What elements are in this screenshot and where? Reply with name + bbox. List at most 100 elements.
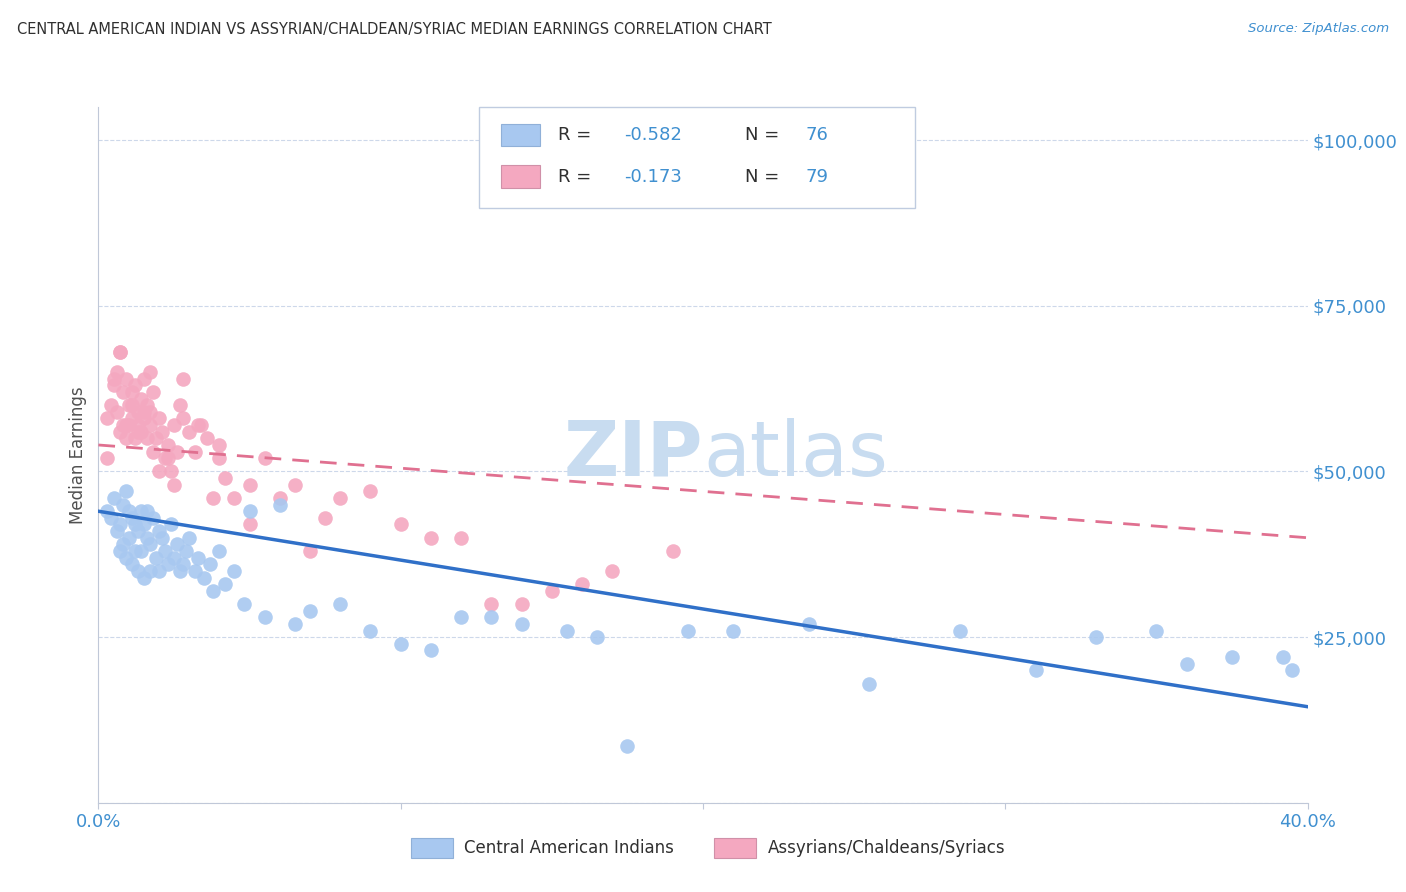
Point [96, 411, 118, 425]
Point [419, 531, 441, 545]
Point [148, 524, 170, 538]
Point [160, 517, 183, 532]
Point [187, 418, 209, 433]
Point [510, 597, 533, 611]
Point [284, 477, 307, 491]
Point [127, 564, 149, 578]
Point [184, 564, 207, 578]
Point [148, 411, 170, 425]
Point [139, 564, 162, 578]
Point [389, 637, 412, 651]
Point [1144, 624, 1167, 638]
Point [661, 544, 683, 558]
Point [100, 511, 122, 525]
Point [208, 451, 231, 466]
Point [148, 564, 170, 578]
Point [127, 418, 149, 433]
Text: R =: R = [558, 126, 598, 144]
Point [127, 425, 149, 439]
Point [129, 425, 152, 439]
Point [299, 544, 322, 558]
Point [139, 365, 162, 379]
Point [232, 597, 254, 611]
Point [555, 624, 578, 638]
Point [163, 418, 186, 433]
Point [389, 517, 412, 532]
Point [121, 558, 143, 572]
FancyBboxPatch shape [479, 107, 915, 208]
Point [111, 418, 134, 433]
Point [103, 372, 125, 386]
Point [190, 418, 212, 433]
Point [156, 558, 179, 572]
Point [163, 477, 186, 491]
Point [105, 405, 128, 419]
Point [1175, 657, 1198, 671]
Point [419, 643, 441, 657]
Point [224, 564, 246, 578]
Point [135, 504, 157, 518]
Point [132, 517, 155, 532]
Point [200, 558, 222, 572]
Point [202, 491, 225, 505]
Point [156, 438, 179, 452]
Point [111, 384, 134, 399]
Point [127, 405, 149, 419]
Point [299, 604, 322, 618]
FancyBboxPatch shape [501, 124, 540, 146]
Point [124, 517, 146, 532]
Point [103, 491, 125, 505]
Point [153, 544, 176, 558]
Point [132, 411, 155, 425]
Point [1024, 663, 1046, 677]
Point [111, 498, 134, 512]
Point [114, 431, 136, 445]
Point [177, 425, 201, 439]
Point [139, 537, 162, 551]
Point [118, 398, 141, 412]
Text: R =: R = [558, 168, 598, 186]
Point [135, 431, 157, 445]
Point [121, 398, 143, 412]
Point [124, 378, 146, 392]
Point [121, 384, 143, 399]
Point [150, 425, 173, 439]
Point [139, 418, 162, 433]
Point [139, 405, 162, 419]
Point [96, 504, 118, 518]
Point [172, 372, 194, 386]
Point [1272, 650, 1295, 665]
Point [121, 411, 143, 425]
Point [127, 524, 149, 538]
Point [284, 616, 307, 631]
Point [105, 524, 128, 538]
Text: N =: N = [745, 168, 786, 186]
Point [114, 550, 136, 565]
Point [253, 610, 276, 624]
Point [269, 498, 291, 512]
Point [96, 451, 118, 466]
Text: Source: ZipAtlas.com: Source: ZipAtlas.com [1249, 22, 1389, 36]
Point [169, 564, 191, 578]
Point [108, 425, 131, 439]
Point [239, 517, 262, 532]
Text: 76: 76 [806, 126, 828, 144]
Point [1281, 663, 1303, 677]
Point [118, 531, 141, 545]
Point [124, 431, 146, 445]
Point [132, 372, 155, 386]
Point [108, 345, 131, 359]
Point [135, 531, 157, 545]
Point [949, 624, 972, 638]
Point [239, 504, 262, 518]
Point [118, 418, 141, 433]
Point [166, 444, 188, 458]
Point [129, 504, 152, 518]
Point [145, 550, 167, 565]
Point [114, 484, 136, 499]
Point [676, 624, 699, 638]
Point [314, 511, 336, 525]
Point [160, 465, 183, 479]
Point [208, 544, 231, 558]
Point [360, 484, 382, 499]
